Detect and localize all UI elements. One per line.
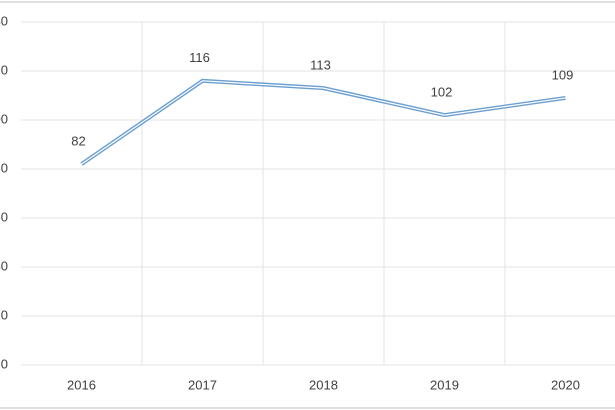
series-line-inner bbox=[81, 80, 566, 165]
x-tick-label: 2016 bbox=[67, 377, 96, 392]
y-tick-label: 20 bbox=[0, 307, 8, 322]
data-label: 116 bbox=[189, 50, 210, 65]
x-tick-label: 2019 bbox=[430, 377, 459, 392]
y-tick-label: 0 bbox=[1, 356, 8, 371]
y-tick-label: 60 bbox=[0, 209, 8, 224]
y-tick-label: 140 bbox=[0, 13, 8, 28]
data-label: 102 bbox=[431, 85, 453, 100]
data-label: 109 bbox=[552, 67, 574, 82]
data-label: 113 bbox=[310, 58, 331, 73]
y-tick-label: 80 bbox=[0, 160, 8, 175]
y-tick-label: 100 bbox=[0, 111, 8, 126]
data-label: 82 bbox=[71, 134, 85, 149]
x-tick-label: 2020 bbox=[551, 377, 580, 392]
y-tick-label: 120 bbox=[0, 62, 8, 77]
x-tick-label: 2018 bbox=[309, 377, 338, 392]
x-tick-label: 2017 bbox=[188, 377, 217, 392]
y-tick-label: 40 bbox=[0, 258, 8, 273]
